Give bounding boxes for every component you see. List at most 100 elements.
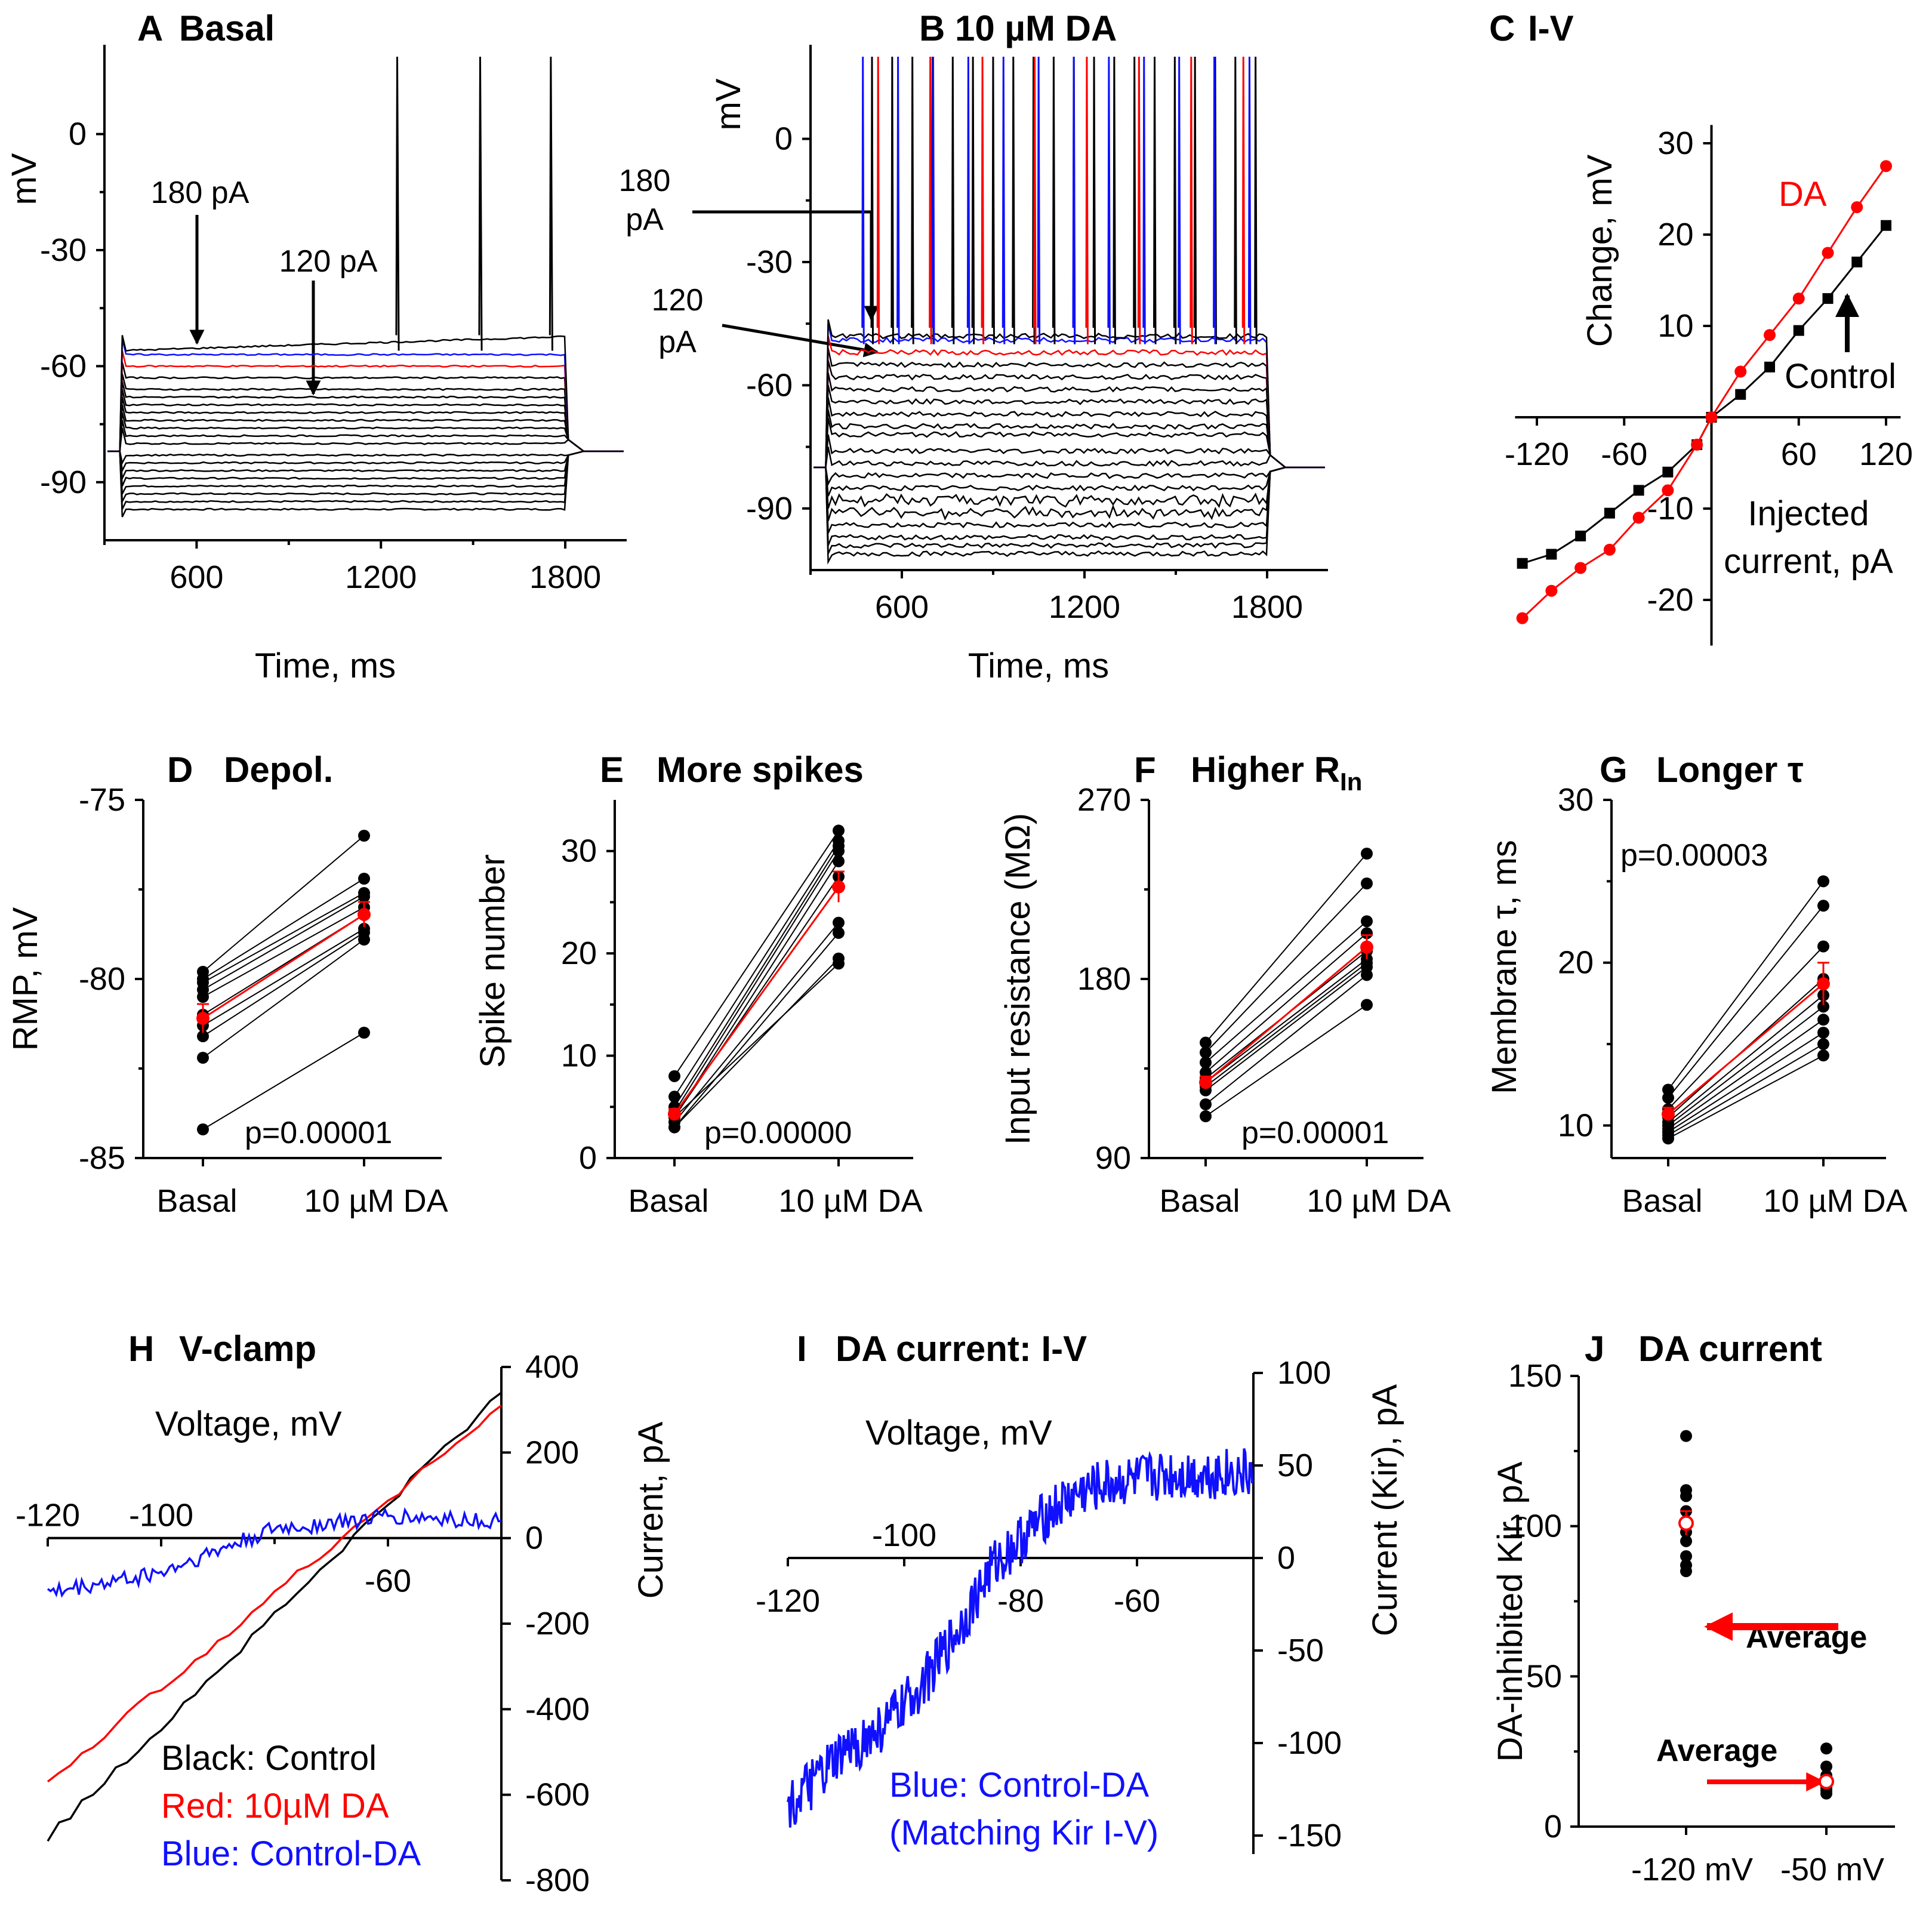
point-basal (1200, 1057, 1212, 1069)
y-tick-label: 200 (525, 1434, 579, 1470)
iv-point-da (1662, 484, 1674, 497)
point-da (1361, 969, 1373, 981)
panel-d-pvalue: p=0.00001 (245, 1116, 392, 1150)
y-tick-label: 100 (1508, 1508, 1562, 1544)
panel-b-annot-120-1: 120 (652, 283, 704, 318)
mean-point (832, 880, 845, 894)
x-tick-label: 60 (1781, 436, 1817, 472)
mean-point (1678, 1515, 1694, 1531)
panel-e-plot: 30 20 10 0 Basal 10 µM DA (561, 800, 923, 1219)
spike-red (876, 56, 880, 344)
trace-black (814, 418, 1325, 469)
current-trace (47, 1507, 502, 1598)
x-tick-label: Basal (1622, 1183, 1702, 1219)
panel-g-pvalue: p=0.00003 (1620, 838, 1768, 873)
pair-line (1205, 962, 1367, 1087)
x-tick-label: -100 (872, 1517, 936, 1553)
trace-black (814, 372, 1325, 469)
spike-black (549, 56, 553, 351)
panel-c-label-control: Control (1785, 357, 1896, 396)
y-tick-label: -60 (40, 348, 87, 384)
pair-line (1668, 994, 1824, 1123)
panel-i-title: DA current: I-V (836, 1329, 1087, 1369)
x-tick-label: 10 µM DA (1763, 1183, 1907, 1219)
point-50mv (1820, 1742, 1832, 1755)
spike-red (1190, 56, 1193, 344)
spike-blue (1247, 56, 1252, 344)
point-da (358, 830, 370, 842)
panel-a-annot-120: 120 pA (279, 244, 378, 279)
trace-black (107, 450, 624, 497)
pair-line (1205, 1004, 1367, 1117)
iv-point-da (1574, 562, 1587, 574)
panel-c-label-da: DA (1779, 175, 1827, 214)
point-da (1361, 877, 1373, 889)
y-tick-label: -400 (525, 1691, 590, 1727)
pair-line (674, 963, 839, 1118)
mean-point (1819, 1773, 1834, 1790)
pair-line (1205, 932, 1367, 1073)
iv-point-da (1545, 584, 1558, 597)
panel-f-letter: F (1134, 750, 1156, 790)
current-trace (47, 1405, 503, 1782)
panel-e-pvalue: p=0.00000 (704, 1116, 852, 1150)
x-tick-label: -50 mV (1780, 1852, 1884, 1887)
iv-point-da (1603, 543, 1616, 556)
spike-black (870, 56, 874, 344)
pair-line (674, 861, 839, 1117)
y-tick-label: -100 (1277, 1725, 1342, 1761)
mean-line (673, 886, 840, 1115)
panel-h-plot: 400 200 0 -200 -400 -600 -800 -120 -100 -60 (16, 1349, 590, 1898)
point-basal (668, 1121, 680, 1134)
y-tick-label: 30 (561, 833, 597, 869)
point-da (1817, 900, 1829, 912)
trace-black (814, 360, 1325, 469)
panel-h-legend-black: Black: Control (161, 1739, 377, 1778)
pair-line (1205, 966, 1367, 1091)
y-tick-label: 30 (1558, 782, 1594, 818)
panel-h: H V-clamp Voltage, mV Current, pA Black:… (16, 1329, 670, 1898)
x-tick-label: -80 (997, 1583, 1044, 1619)
trace-black (814, 466, 1325, 509)
spike-black (991, 56, 995, 344)
panel-b-plot: 0 -30 -60 -90 600 1200 1800 (746, 45, 1328, 625)
point-da (833, 926, 845, 939)
panel-e-title: More spikes (657, 750, 864, 790)
y-tick-label: -20 (1647, 582, 1693, 618)
y-tick-label: -800 (525, 1862, 590, 1898)
pair-line (1668, 880, 1824, 1091)
panel-i-xlabel: Voltage, mV (865, 1414, 1052, 1452)
y-tick-label: 0 (1277, 1540, 1295, 1576)
spike-red (1241, 56, 1246, 344)
panel-i-letter: I (797, 1329, 807, 1369)
pair-line (1668, 946, 1824, 1110)
panel-a-letter: A (137, 8, 163, 48)
pair-line (202, 907, 365, 997)
trace-blue (814, 323, 1325, 469)
x-tick-label: 10 µM DA (304, 1183, 448, 1219)
pair-line (1668, 905, 1824, 1098)
point-120mv (1680, 1430, 1692, 1442)
y-tick-label: 20 (1657, 217, 1693, 253)
point-120mv (1680, 1565, 1692, 1578)
spike-black (1254, 56, 1258, 344)
iv-point-da (1764, 329, 1776, 341)
trace-black (814, 466, 1325, 497)
y-tick-label: 20 (561, 935, 597, 971)
panel-c-xlabel-1: Injected (1748, 494, 1869, 533)
spike-blue (1072, 56, 1076, 344)
trace-black (814, 466, 1325, 554)
point-da (1817, 1049, 1829, 1062)
trace-blue (107, 338, 624, 452)
panel-g: G Longer τ Membrane τ, ms p=0.00003 30 20… (1485, 750, 1908, 1219)
panel-b: B 10 µM DA mV Time, ms 180 pA 120 pA 0 -3… (619, 8, 1328, 685)
panel-h-ylabel: Current, pA (631, 1421, 670, 1599)
spike-black (1113, 56, 1116, 344)
mean-point (1199, 1076, 1212, 1089)
iv-point-control (1604, 507, 1615, 519)
panel-c: C I-V Change, mV Injected current, pA DA… (1489, 8, 1913, 646)
point-da (358, 891, 370, 903)
point-da (833, 916, 845, 929)
spike-black (911, 56, 914, 344)
point-basal (197, 1030, 209, 1042)
